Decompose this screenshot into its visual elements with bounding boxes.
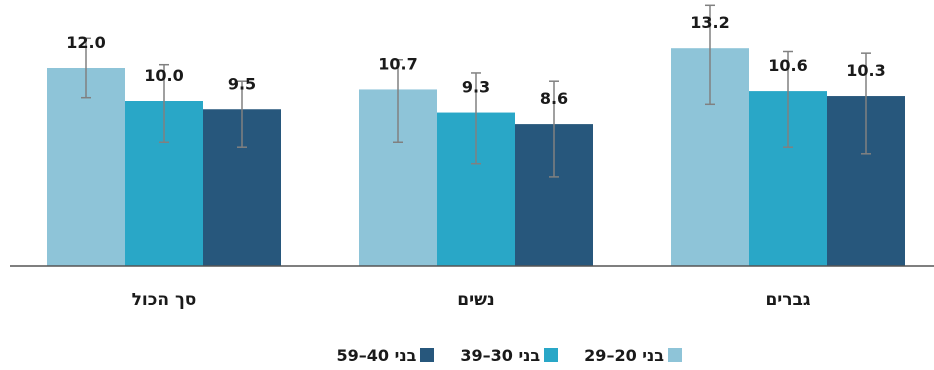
value-label-2-2: 10.3 — [846, 61, 885, 80]
value-label-1-1: 9.3 — [462, 78, 490, 97]
legend-item-20-29: בני 20–29 — [584, 346, 682, 365]
value-labels-layer: 12.0 10.0 9.5 10.7 9.3 8.6 13.2 10.6 10.3 — [66, 13, 885, 108]
bars-layer — [47, 48, 905, 267]
legend: בני 20–29 בני 30–39 בני 40–59 — [337, 344, 682, 366]
legend-label-30-39: בני 30–39 — [460, 345, 541, 365]
bar-0-0 — [47, 68, 125, 266]
category-label-2: גברים — [765, 290, 810, 310]
legend-label-20-29: בני 20–29 — [584, 345, 664, 365]
value-label-0-2: 9.5 — [228, 74, 256, 93]
legend-item-30-39: בני 30–39 — [460, 345, 559, 365]
value-label-0-1: 10.0 — [144, 66, 183, 85]
value-label-1-2: 8.6 — [540, 89, 568, 108]
category-label-1: נשים — [457, 290, 494, 310]
errorbars-layer — [81, 4, 871, 178]
legend-swatch-40-59 — [420, 348, 435, 362]
value-label-0-0: 12.0 — [66, 33, 105, 52]
legend-swatch-30-39 — [544, 348, 559, 362]
value-label-1-0: 10.7 — [378, 54, 417, 73]
value-label-2-1: 10.6 — [768, 56, 807, 75]
legend-item-40-59: בני 40–59 — [337, 346, 435, 365]
category-label-0: סך הכול — [132, 290, 197, 310]
category-labels-layer: סך הכול נשים גברים — [132, 290, 811, 310]
legend-label-40-59: בני 40–59 — [336, 345, 417, 365]
value-label-2-0: 13.2 — [690, 13, 729, 32]
legend-swatch-20-29 — [668, 348, 682, 362]
